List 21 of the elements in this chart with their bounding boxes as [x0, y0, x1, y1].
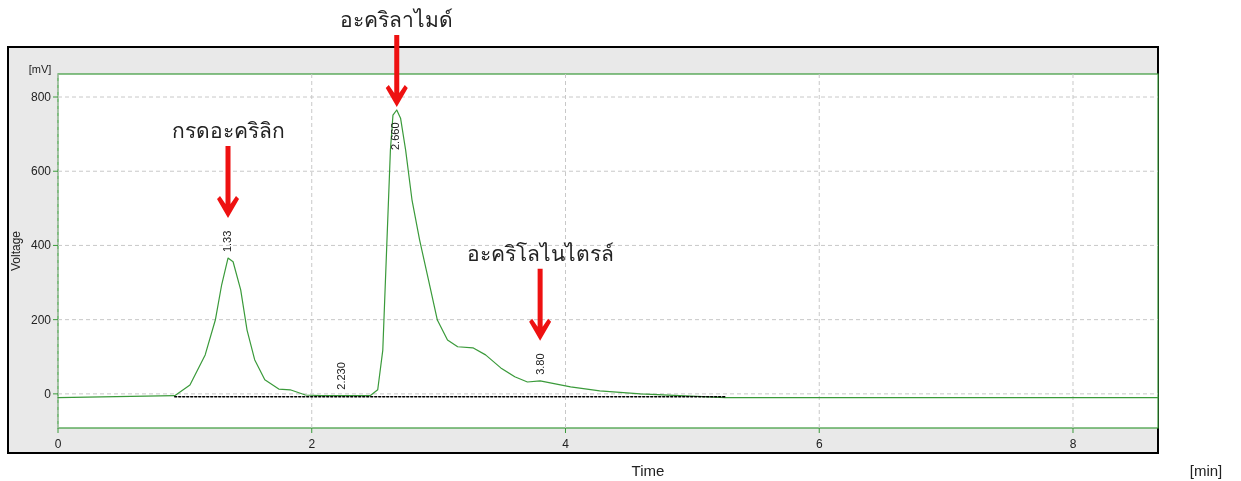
y-tick-label: 800: [30, 90, 52, 105]
y-tick-label: 400: [30, 238, 52, 253]
annotation: 2.660: [389, 122, 402, 150]
x-tick-label: 4: [562, 437, 570, 451]
x-tick-label: 0: [54, 437, 62, 451]
annotation: อะคริโลไนไตรล์: [466, 241, 614, 266]
annotation: 1.33: [220, 230, 233, 253]
annotation: 2.230: [334, 362, 347, 390]
y-axis-title: Voltage: [9, 230, 23, 272]
y-tick-label: 200: [30, 312, 52, 327]
y-tick-label: 0: [44, 386, 52, 401]
x-tick-label: 6: [815, 437, 823, 451]
x-tick-label: 8: [1069, 437, 1077, 451]
text: [mV]: [28, 63, 52, 75]
text: อะคริลาไมด์: [340, 7, 454, 32]
y-tick-label: 600: [30, 164, 52, 179]
x-tick-label: 2: [308, 437, 316, 451]
annotation: 3.80: [534, 353, 547, 375]
annotation: กรดอะคริลิก: [171, 119, 285, 144]
text: [min]: [1189, 462, 1223, 479]
x-axis-title: Time: [631, 462, 665, 479]
